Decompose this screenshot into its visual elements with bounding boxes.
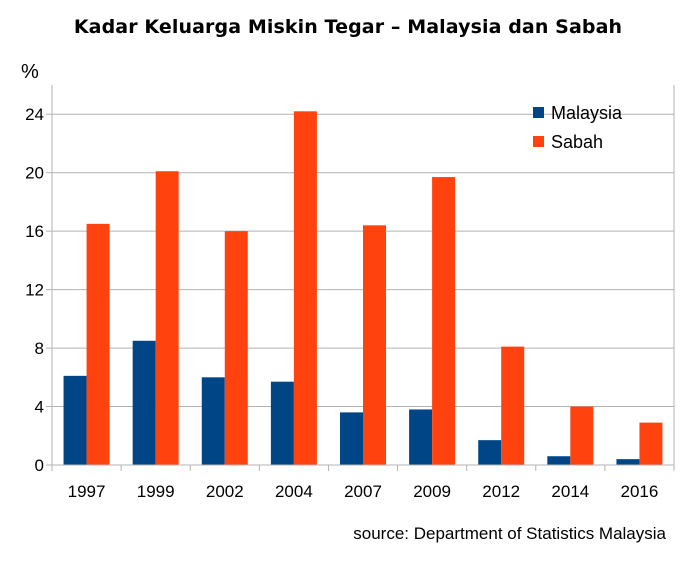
axes: 0 4 8 12 16 20 24 1997 1999 2002 2004 2007 2009 2012 2…: [25, 85, 675, 501]
bar-sabah-2016: [639, 422, 663, 465]
bar-malaysia-2007: [340, 412, 363, 465]
chart-title: Kadar Keluarga Miskin Tegar – Malaysia d…: [73, 16, 623, 38]
y-tick-label: 24: [25, 105, 44, 124]
bar-malaysia-2014: [547, 456, 571, 465]
bar-sabah-1997: [86, 223, 110, 465]
x-tick-label: 2016: [621, 482, 659, 501]
x-tick-label: 2007: [344, 482, 382, 501]
x-tick-label: 1997: [68, 482, 106, 501]
x-tick-label: 2012: [482, 482, 520, 501]
bar-sabah-2007: [363, 225, 386, 465]
bar-sabah-2012: [501, 346, 525, 465]
bar-malaysia-2002: [201, 377, 225, 465]
y-tick-label: 12: [25, 281, 44, 300]
y-tick-label: 0: [35, 456, 44, 475]
y-tick-label: 20: [25, 164, 44, 183]
bar-malaysia-1997: [63, 375, 87, 465]
bar-sabah-1999: [155, 171, 179, 465]
x-tick-label: 2009: [413, 482, 451, 501]
bar-sabah-2004: [293, 111, 317, 466]
x-tick-label: 2004: [275, 482, 313, 501]
legend-swatch-sabah: [533, 136, 544, 147]
bar-sabah-2002: [224, 231, 248, 465]
legend-label-malaysia: Malaysia: [551, 103, 623, 123]
bar-malaysia-1999: [132, 340, 156, 465]
legend: Malaysia Sabah: [533, 103, 623, 152]
x-tick-label: 2002: [206, 482, 244, 501]
x-tick-label: 1999: [137, 482, 175, 501]
y-tick-label: 8: [35, 339, 44, 358]
bar-malaysia-2004: [270, 381, 294, 465]
x-tick-label: 2014: [551, 482, 589, 501]
bar-sabah-2014: [570, 406, 594, 465]
legend-swatch-malaysia: [533, 107, 544, 118]
y-axis-label: %: [21, 61, 39, 83]
y-tick-label: 16: [25, 222, 44, 241]
bar-malaysia-2009: [409, 409, 433, 465]
y-tick-label: 4: [35, 398, 44, 417]
source-note: source: Department of Statistics Malaysi…: [353, 524, 666, 543]
bar-malaysia-2016: [616, 459, 640, 465]
legend-label-sabah: Sabah: [551, 132, 603, 152]
bar-malaysia-2012: [478, 440, 502, 465]
bars: [63, 111, 663, 466]
bar-sabah-2009: [432, 177, 456, 466]
